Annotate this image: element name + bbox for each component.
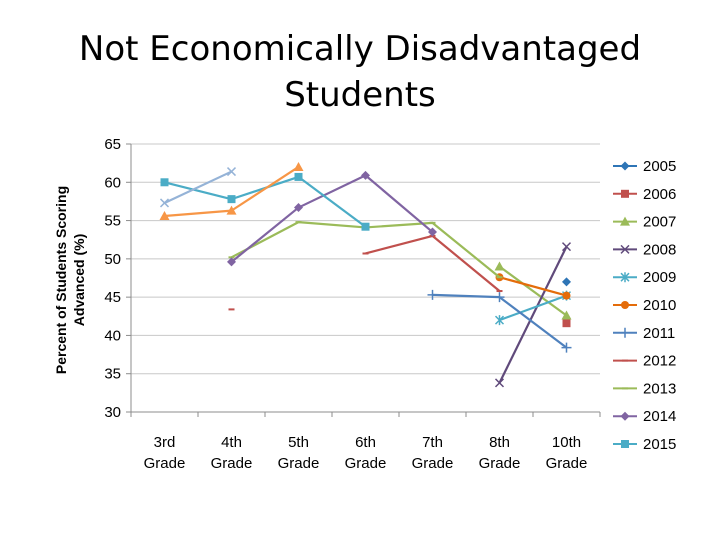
y-tick-label: 65	[104, 136, 121, 153]
data-point	[227, 195, 236, 204]
legend-marker	[620, 244, 630, 254]
series-line	[365, 234, 501, 292]
data-point	[159, 210, 170, 220]
data-point	[494, 378, 505, 388]
series-line	[498, 246, 568, 384]
legend-marker	[620, 161, 630, 171]
legend-marker	[620, 327, 630, 338]
y-tick-label: 60	[104, 174, 121, 191]
series-line	[498, 265, 568, 317]
chart-title: Not Economically Disadvantaged Students	[0, 26, 720, 118]
data-point	[226, 167, 237, 177]
data-point	[361, 222, 370, 231]
data-point	[562, 277, 571, 287]
data-point	[561, 342, 572, 353]
legend-marker	[621, 440, 629, 448]
data-point	[294, 203, 303, 213]
x-tick-label: 7th Grade	[412, 434, 454, 472]
x-tick-label: 5th Grade	[278, 434, 320, 472]
legend-label: 2010	[643, 297, 676, 314]
x-tick-label: 4th Grade	[211, 434, 253, 472]
series-line	[499, 276, 567, 297]
legend-marker	[620, 216, 630, 226]
data-point	[226, 205, 237, 215]
data-point	[561, 310, 572, 320]
legend-marker	[620, 411, 630, 421]
legend-marker	[620, 272, 630, 283]
x-tick-label: 10th Grade	[546, 434, 588, 472]
y-tick-label: 35	[104, 366, 121, 383]
legend-label: 2009	[643, 269, 676, 286]
chart-title-line-1: Not Economically Disadvantaged	[78, 29, 642, 69]
x-tick-label: 8th Grade	[479, 434, 521, 472]
legend-label: 2015	[643, 436, 676, 453]
y-tick-label: 55	[104, 213, 121, 230]
legend-label: 2007	[643, 214, 676, 231]
data-point	[159, 198, 170, 208]
data-point	[494, 292, 505, 303]
data-point	[293, 161, 304, 171]
series-line	[164, 170, 232, 204]
legend-label: 2012	[643, 353, 676, 370]
data-point	[562, 319, 571, 328]
series-line	[499, 294, 567, 322]
x-tick-label: 6th Grade	[345, 434, 387, 472]
legend-label: 2008	[643, 241, 676, 258]
series-line	[230, 174, 434, 263]
legend-label: 2011	[643, 325, 675, 342]
x-tick-label: 3rd Grade	[144, 434, 186, 472]
data-point	[428, 227, 437, 237]
legend-label: 2006	[643, 186, 676, 203]
y-tick-label: 30	[104, 404, 121, 421]
y-tick-label: 40	[104, 327, 121, 344]
legend-label: 2014	[643, 408, 676, 425]
data-point	[561, 242, 572, 252]
data-point	[562, 291, 571, 300]
series-line	[164, 175, 367, 228]
legend-marker	[621, 189, 629, 198]
legend-label: 2005	[643, 158, 676, 175]
legend-label: 2013	[643, 380, 676, 397]
data-point	[294, 172, 303, 181]
data-point	[427, 289, 438, 300]
data-point	[227, 257, 236, 267]
data-point	[361, 170, 370, 180]
legend-marker	[621, 301, 629, 309]
y-tick-label: 45	[104, 289, 121, 306]
data-point	[160, 178, 169, 187]
y-tick-label: 50	[104, 251, 121, 268]
data-point	[494, 315, 505, 326]
data-point	[494, 261, 505, 271]
chart-title-line-2: Students	[284, 75, 436, 115]
